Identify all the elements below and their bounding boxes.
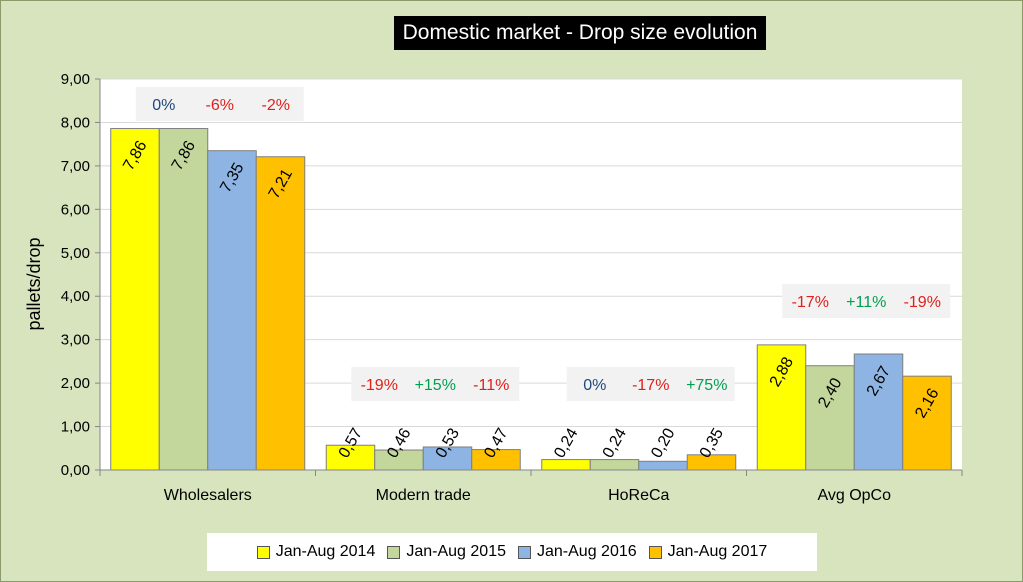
y-axis-label: pallets/drop xyxy=(24,237,44,330)
legend-swatch xyxy=(387,545,401,559)
bar xyxy=(207,150,257,471)
change-label: +11% xyxy=(846,294,886,311)
bar xyxy=(589,459,640,471)
legend-item: Jan-Aug 2017 xyxy=(648,543,768,561)
bar xyxy=(541,459,591,471)
x-tick-label: Avg OpCo xyxy=(817,487,891,504)
y-tick-label: 1,00 xyxy=(61,419,90,436)
x-tick-label: HoReCa xyxy=(608,487,669,504)
legend-swatch xyxy=(256,545,270,559)
change-label: -19% xyxy=(361,377,398,394)
change-label: -6% xyxy=(206,97,234,114)
bar xyxy=(902,375,952,471)
y-tick-label: 2,00 xyxy=(61,375,90,392)
change-label: -17% xyxy=(792,294,829,311)
y-tick-label: 8,00 xyxy=(61,114,90,131)
change-label: +15% xyxy=(415,377,456,394)
y-tick-label: 5,00 xyxy=(61,245,90,262)
change-label: +75% xyxy=(686,377,727,394)
change-box xyxy=(566,367,735,401)
change-label: -11% xyxy=(473,377,509,394)
change-box xyxy=(351,367,520,401)
y-tick-label: 0,00 xyxy=(61,462,90,479)
change-label: -17% xyxy=(632,377,669,394)
legend-item: Jan-Aug 2015 xyxy=(387,543,506,561)
change-box xyxy=(135,87,304,121)
legend: Jan-Aug 2014 Jan-Aug 2015 Jan-Aug 2016 Jan-… xyxy=(207,533,817,571)
x-tick-label: Modern trade xyxy=(376,487,471,504)
y-tick-label: 4,00 xyxy=(61,288,90,305)
bar xyxy=(158,128,209,471)
legend-label: Jan-Aug 2014 xyxy=(275,543,376,560)
change-label: 0% xyxy=(583,377,606,394)
legend-label: Jan-Aug 2016 xyxy=(537,543,637,560)
legend-item: Jan-Aug 2014 xyxy=(256,543,376,561)
y-tick-label: 7,00 xyxy=(61,158,90,175)
change-label: 0% xyxy=(152,97,175,114)
bar xyxy=(110,128,160,471)
legend-swatch xyxy=(518,545,531,559)
bar xyxy=(255,156,306,471)
bar xyxy=(853,353,904,471)
legend-item: Jan-Aug 2016 xyxy=(518,543,637,561)
legend-label: Jan-Aug 2015 xyxy=(406,543,506,560)
y-tick-label: 3,00 xyxy=(61,332,90,349)
bar xyxy=(638,460,688,471)
chart-title: Domestic market - Drop size evolution xyxy=(394,16,766,50)
legend-label: Jan-Aug 2017 xyxy=(667,543,768,560)
change-box xyxy=(782,284,951,318)
x-tick-label: Wholesalers xyxy=(164,487,252,504)
y-tick-label: 6,00 xyxy=(61,201,90,218)
legend-swatch xyxy=(648,545,662,559)
y-tick-label: 9,00 xyxy=(61,71,90,88)
change-label: -2% xyxy=(262,97,290,114)
change-label: -19% xyxy=(904,294,941,311)
